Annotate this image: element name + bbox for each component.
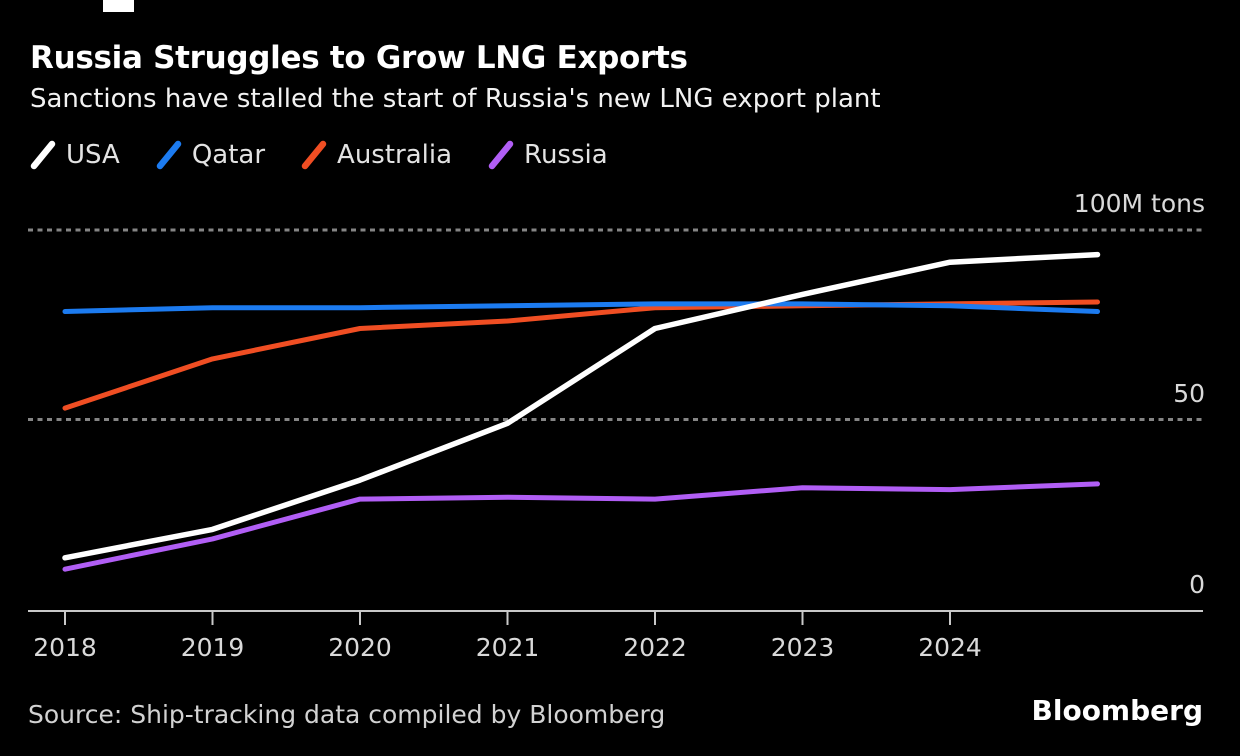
legend-slash-icon [488,140,514,170]
series-line-usa [62,251,1101,561]
series-line-qatar [62,301,1100,314]
x-axis-label-2021: 2021 [475,633,540,662]
legend-item-australia: Australia [301,140,452,170]
chart-title: Russia Struggles to Grow LNG Exports [30,40,688,76]
legend-item-usa: USA [30,140,120,170]
legend-item-qatar: Qatar [156,140,265,170]
legend-slash-icon [301,140,327,170]
legend: USA Qatar Australia Russia [30,140,608,170]
x-axis-label-2018: 2018 [33,633,97,662]
x-axis-label-2024: 2024 [918,633,982,662]
y-axis-label-0: 0 [1189,570,1205,599]
x-axis-label-2020: 2020 [328,633,392,662]
y-axis-label-50: 50 [1173,378,1205,408]
legend-item-russia: Russia [488,140,608,170]
series-line-australia [62,299,1100,411]
bloomberg-logo: Bloomberg [1031,694,1203,727]
source-note: Source: Ship-tracking data compiled by B… [28,700,666,729]
x-axis-label-2022: 2022 [623,633,687,662]
chart-subtitle: Sanctions have stalled the start of Russ… [30,84,881,114]
legend-label: Russia [524,140,608,170]
y-axis-label-100: 100M tons [1073,189,1205,218]
legend-slash-icon [156,140,182,170]
series-line-russia [62,481,1100,572]
screenshot-artifact [103,0,134,12]
x-axis-label-2023: 2023 [770,633,835,662]
legend-slash-icon [30,140,56,170]
legend-label: USA [66,140,120,170]
legend-label: Qatar [191,140,266,170]
legend-label: Australia [337,140,453,170]
x-axis-label-2019: 2019 [180,633,245,662]
